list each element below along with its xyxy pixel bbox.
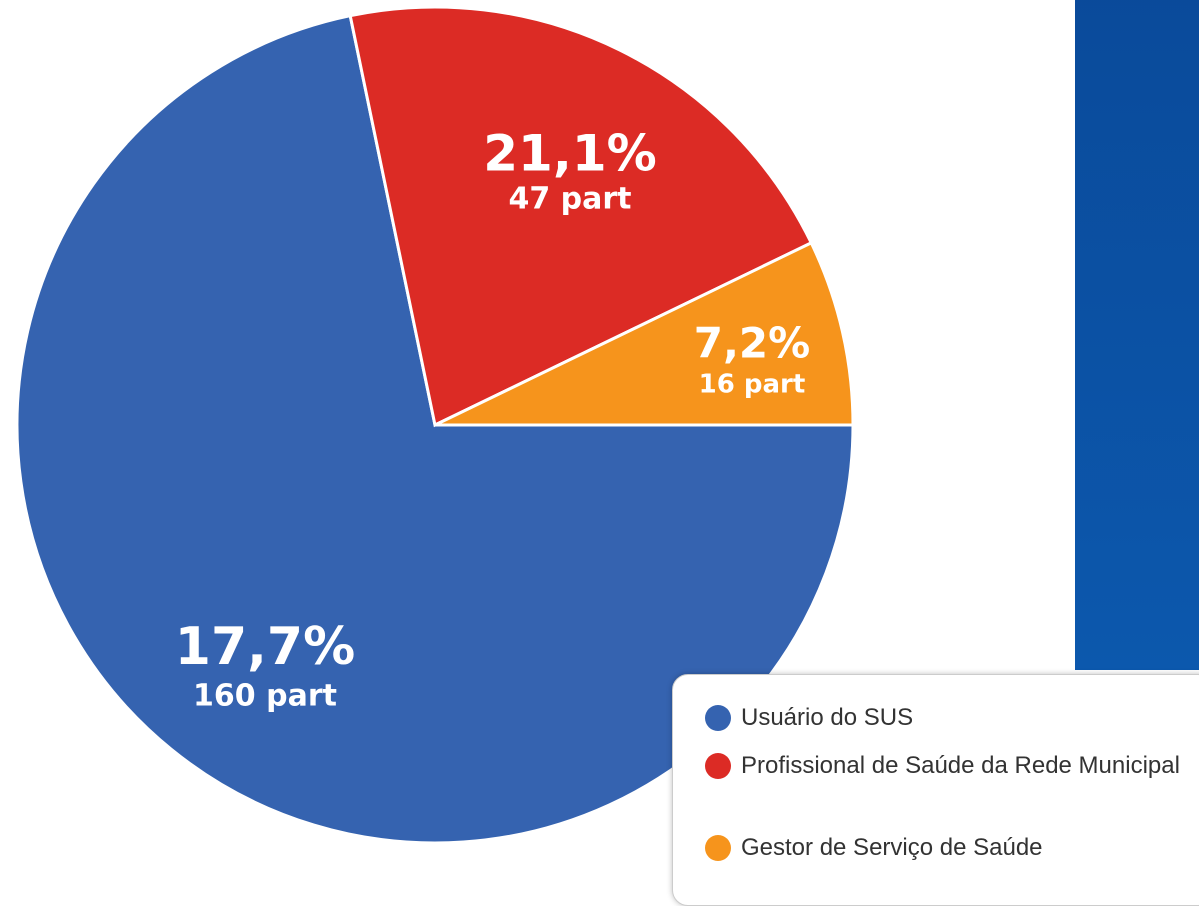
page: 17,7% 160 part 21,1% 47 part 7,2% 16 part Usu…	[17, 0, 1199, 906]
percent-label: 21,1%	[483, 125, 656, 183]
legend: Usuário do SUS Profissional de Saúde da R…	[672, 674, 1199, 906]
side-panel	[1040, 0, 1199, 670]
pie-slice	[434, 240, 855, 427]
legend-swatch	[705, 705, 731, 731]
legend-swatch	[705, 835, 731, 861]
percent-label: 17,7%	[175, 617, 355, 677]
legend-label: Profissional de Saúde da Rede Municipal	[741, 752, 1180, 779]
value-label: 47 part	[508, 182, 631, 217]
chart: 17,7%160 part 21,1%47 part 7,2%16 part	[17, 0, 1199, 843]
percent-label: 7,2%	[694, 319, 810, 368]
value-label: 16 part	[699, 370, 806, 400]
pie-slice	[348, 5, 814, 428]
legend-swatch	[705, 753, 731, 779]
legend-item: Usuário do SUS	[705, 701, 1199, 735]
value-label: 160 part	[193, 679, 337, 714]
legend-label: Usuário do SUS	[741, 704, 914, 731]
legend-item: Profissional de Saúde da Rede Municipal	[705, 749, 1191, 783]
legend-label: Gestor de Serviço de Saúde	[741, 834, 1043, 861]
legend-item: Gestor de Serviço de Saúde	[705, 831, 1199, 865]
